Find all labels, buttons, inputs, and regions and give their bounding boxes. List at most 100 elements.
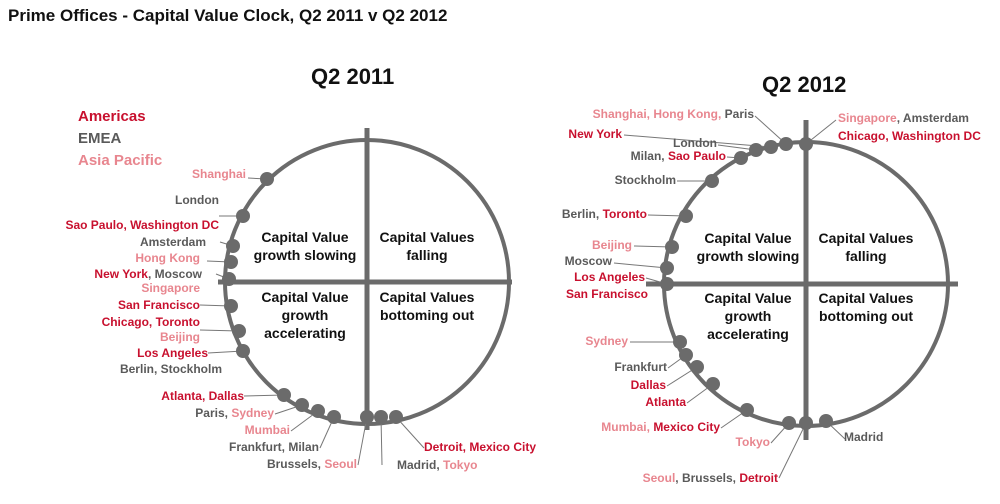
city-marker [389,410,403,424]
leader-line [380,416,383,466]
city-marker [660,261,674,275]
city-label-part: Shanghai [192,167,246,181]
city-label: Frankfurt [614,360,667,374]
city-label: Singapore, Amsterdam [838,111,969,125]
city-label-part: , Brussels, [675,471,739,485]
quadrant-label-line: Capital Values [819,230,914,246]
city-label-part: Brussels, [267,457,324,471]
city-label-part: San Francisco [118,298,200,312]
city-label-part: Sydney [585,334,628,348]
city-label: Hong Kong [135,251,200,265]
city-label-part: Paris [725,107,755,121]
city-marker [782,416,796,430]
city-label-part: Atlanta, Dallas [161,389,244,403]
city-label-part: Mumbai, [601,420,653,434]
city-marker [673,335,687,349]
city-label: Berlin, Toronto [562,207,647,221]
panel-title-2012: Q2 2012 [762,72,847,97]
city-label: New York, Moscow [94,267,202,281]
city-marker [799,137,813,151]
city-label-part: Sydney [231,406,274,420]
city-marker [690,360,704,374]
city-label: San Francisco [566,287,648,301]
city-marker [660,277,674,291]
city-label: Chicago, Washington DC [838,129,981,143]
city-marker [260,172,274,186]
city-label-part: Stockholm [615,173,676,187]
city-label: Berlin, Stockholm [120,362,222,376]
city-label-part: Hong Kong [135,251,200,265]
city-label: Atlanta [645,395,686,409]
city-label-part: , Amsterdam [897,111,969,125]
city-marker [236,344,250,358]
leader-line [778,422,807,479]
city-label: Frankfurt, Milan [229,440,319,454]
city-label: Sao Paulo, Washington DC [65,218,219,232]
quadrant-label-line: Capital Values [819,290,914,306]
quadrant-label-top-right: Capital Values falling [380,229,475,263]
city-label-part: Amsterdam [140,235,206,249]
quadrant-label-line: bottoming out [819,308,913,324]
quadrant-label-line: Capital Value [704,290,791,306]
city-marker [679,209,693,223]
quadrant-label-line: growth [725,308,772,324]
clock-panel-2: Capital Value growth slowing Capital Value… [562,107,981,485]
city-label-part: New York [568,127,622,141]
city-label-part: Seoul [643,471,676,485]
city-label-part: , Moscow [148,267,203,281]
city-label-part: Sao Paulo [668,149,726,163]
legend-americas: Americas [78,108,146,125]
city-marker [819,414,833,428]
quadrant-label-line: growth [282,307,329,323]
city-label-part: San Francisco [566,287,648,301]
city-marker [665,240,679,254]
city-label-part: Beijing [592,238,632,252]
quadrant-label-line: falling [845,248,886,264]
city-marker [311,404,325,418]
city-label: London [175,193,219,207]
city-label-part: Sao Paulo, Washington DC [65,218,219,232]
city-marker [705,174,719,188]
city-label: Chicago, Toronto [102,315,200,329]
city-label: Milan, Sao Paulo [631,149,726,163]
city-marker [360,410,374,424]
city-label-part: Toronto [603,207,647,221]
city-label: Paris, Sydney [195,406,274,420]
city-label-part: Moscow [565,254,613,268]
city-label-part: Tokyo [443,458,477,472]
city-label: Beijing [592,238,632,252]
quadrant-label-top-left: Capital Value growth slowing [254,229,357,263]
city-marker [734,151,748,165]
panel-title-2011: Q2 2011 [311,64,395,89]
city-marker [224,299,238,313]
quadrant-label-line: growth slowing [697,248,800,264]
city-label: New York [568,127,622,141]
city-label-part: Shanghai, Hong Kong, [593,107,725,121]
city-marker [232,324,246,338]
city-label-part: Madrid [844,430,883,444]
quadrant-label-line: Capital Value [704,230,791,246]
leader-line [357,416,368,466]
city-label: Shanghai, Hong Kong, Paris [593,107,755,121]
city-marker [679,348,693,362]
city-label: Amsterdam [140,235,206,249]
city-label-part: Madrid, [397,458,443,472]
city-label-part: Los Angeles [574,270,645,284]
city-label-part: London [673,136,717,150]
city-label-part: Detroit [739,471,778,485]
city-marker [799,416,813,430]
city-marker [295,398,309,412]
quadrant-label-bottom-right: Capital Values bottoming out [819,290,914,324]
city-label: Beijing [160,330,200,344]
city-label-part: Paris, [195,406,231,420]
city-marker [327,410,341,424]
city-label-part: Milan, [631,149,668,163]
city-label-part: Chicago, Washington DC [838,129,981,143]
city-label: Atlanta, Dallas [161,389,244,403]
city-marker [224,255,238,269]
quadrant-label-bottom-right: Capital Values bottoming out [380,289,475,323]
page-title: Prime Offices - Capital Value Clock, Q2 … [8,6,448,25]
city-label: Moscow [565,254,613,268]
legend-emea: EMEA [78,130,122,147]
